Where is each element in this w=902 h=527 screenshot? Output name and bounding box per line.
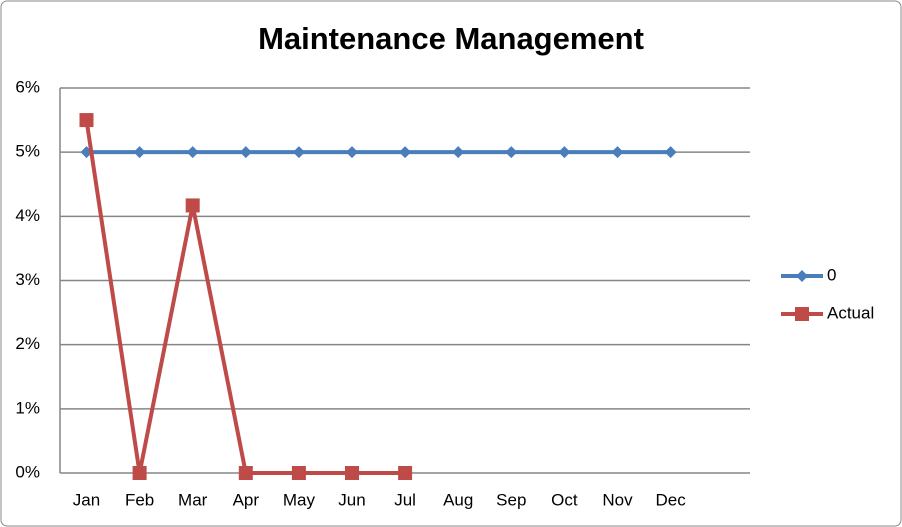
x-tick-label: Jul (394, 490, 416, 509)
data-point (291, 466, 306, 480)
x-tick-label: Sep (496, 490, 526, 509)
data-point (346, 146, 358, 159)
data-point (558, 146, 571, 159)
data-point (79, 113, 94, 128)
x-tick-label: Oct (551, 490, 578, 509)
data-point (664, 146, 677, 159)
y-tick-label: 3% (15, 270, 40, 289)
y-tick-label: 6% (15, 77, 40, 96)
data-point (292, 146, 305, 159)
data-point (239, 146, 252, 159)
data-point (398, 466, 413, 480)
legend-marker (796, 270, 808, 282)
chart-title: Maintenance Management (258, 21, 644, 56)
x-tick-label: Aug (443, 490, 473, 509)
x-tick-label: May (283, 490, 316, 509)
x-tick-label: Dec (655, 490, 686, 509)
y-tick-label: 4% (15, 206, 40, 225)
x-tick-label: Jun (338, 490, 365, 509)
legend-label: Actual (827, 303, 874, 322)
x-tick-label: Feb (125, 490, 154, 509)
data-point (133, 146, 146, 159)
y-tick-label: 1% (15, 398, 40, 417)
x-tick-label: Nov (602, 490, 633, 509)
data-point (238, 466, 253, 480)
data-point (399, 146, 412, 159)
x-tick-label: Jan (73, 490, 100, 509)
x-tick-label: Mar (178, 490, 208, 509)
data-point (132, 466, 147, 480)
y-tick-label: 5% (15, 142, 40, 161)
x-tick-label: Apr (233, 490, 260, 509)
data-point (345, 466, 359, 480)
legend-label: 0 (827, 265, 836, 284)
data-point (505, 146, 518, 159)
data-point (186, 146, 199, 159)
data-point (611, 146, 624, 159)
legend-marker (795, 307, 809, 321)
data-point (185, 198, 200, 213)
y-tick-label: 0% (15, 462, 40, 481)
data-point (452, 146, 465, 159)
y-tick-label: 2% (15, 334, 40, 353)
